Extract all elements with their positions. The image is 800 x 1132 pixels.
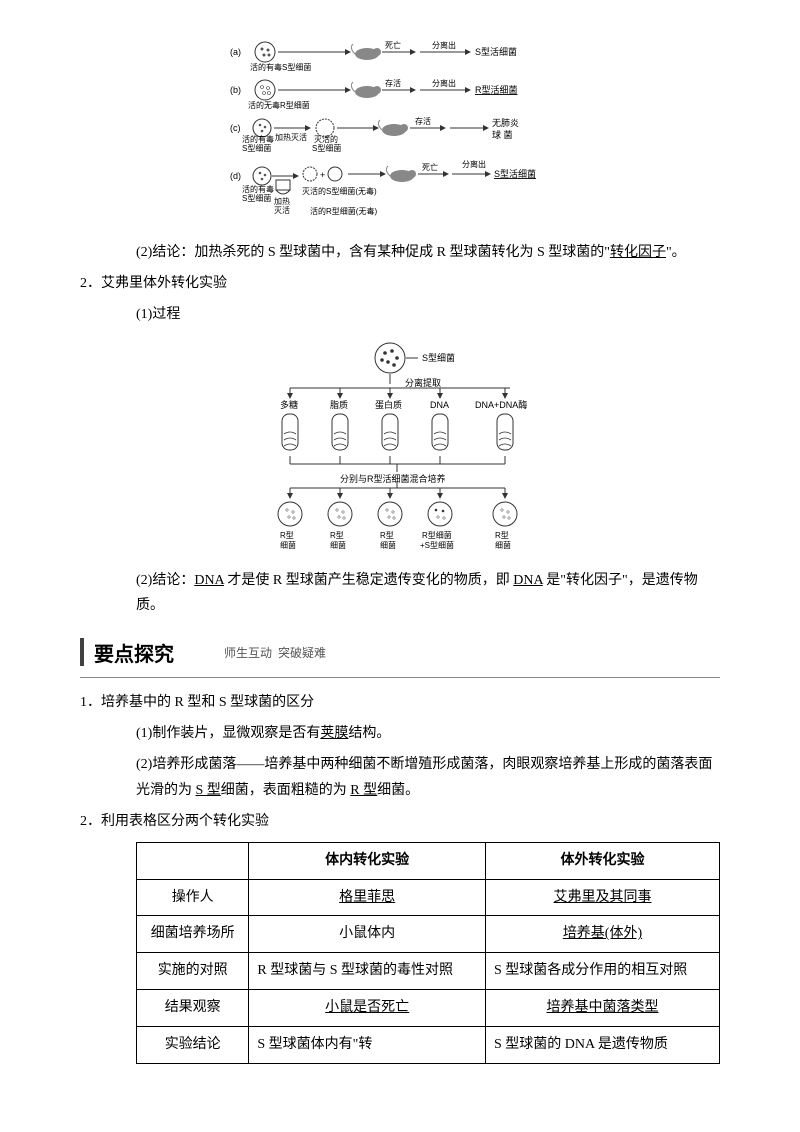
section-bar-icon xyxy=(80,638,84,666)
svg-text:S型活细菌: S型活细菌 xyxy=(475,46,517,57)
table-cell-in-vivo: 小鼠体内 xyxy=(249,916,486,953)
table-cell-key: 实验结论 xyxy=(137,1026,249,1063)
table-cell-key: 细菌培养场所 xyxy=(137,916,249,953)
table-cell-in-vitro: 艾弗里及其同事 xyxy=(485,879,719,916)
table-cell-key: 实施的对照 xyxy=(137,953,249,990)
svg-text:多糖: 多糖 xyxy=(280,399,298,410)
section-title: 要点探究 xyxy=(94,638,174,667)
svg-text:死亡: 死亡 xyxy=(385,40,401,50)
svg-text:分离出: 分离出 xyxy=(462,159,486,169)
table-row: 细菌培养场所小鼠体内培养基(体外) xyxy=(137,916,720,953)
table-header-cell xyxy=(137,842,249,879)
svg-text:活的有毒: 活的有毒 xyxy=(242,184,274,194)
svg-text:细菌: 细菌 xyxy=(280,540,296,550)
figure-in-vivo-experiment: (a) 活的有毒S型细菌 死亡 分离出 S型活细菌 (b) 活的无毒R型细菌 存… xyxy=(80,30,720,230)
svg-text:存活: 存活 xyxy=(385,78,401,88)
svg-text:加热: 加热 xyxy=(274,196,290,206)
svg-text:(d): (d) xyxy=(230,171,241,181)
svg-text:细菌: 细菌 xyxy=(495,540,511,550)
table-cell-in-vivo: 小鼠是否死亡 xyxy=(249,990,486,1027)
svg-text:+S型细菌: +S型细菌 xyxy=(420,540,454,550)
table-cell-key: 结果观察 xyxy=(137,990,249,1027)
table-cell-in-vivo: S 型球菌体内有"转 xyxy=(249,1026,486,1063)
svg-text:R型: R型 xyxy=(380,531,394,540)
conclusion-1: (2)结论：加热杀死的 S 型球菌中，含有某种促成 R 型球菌转化为 S 型球菌… xyxy=(136,240,720,265)
svg-text:活的R型细菌(无毒): 活的R型细菌(无毒) xyxy=(310,206,377,216)
svg-text:灭活: 灭活 xyxy=(274,205,290,215)
table-header-cell: 体内转化实验 xyxy=(249,842,486,879)
svg-text:R型: R型 xyxy=(280,531,294,540)
table-cell-in-vivo: R 型球菌与 S 型球菌的毒性对照 xyxy=(249,953,486,990)
list-1-a: (1)制作装片，显微观察是否有荚膜结构。 xyxy=(136,721,720,746)
svg-text:灭活的S型细菌(无毒): 灭活的S型细菌(无毒) xyxy=(302,186,377,196)
table-row: 实验结论S 型球菌体内有"转S 型球菌的 DNA 是遗传物质 xyxy=(137,1026,720,1063)
table-row: 操作人格里菲思艾弗里及其同事 xyxy=(137,879,720,916)
svg-text:S型细菌: S型细菌 xyxy=(312,143,341,153)
section-divider xyxy=(80,677,720,678)
svg-text:(b): (b) xyxy=(230,85,241,95)
svg-text:S型活细菌: S型活细菌 xyxy=(494,168,536,179)
table-cell-in-vitro: S 型球菌的 DNA 是遗传物质 xyxy=(485,1026,719,1063)
section-subtitle: 师生互动 突破疑难 xyxy=(224,644,326,661)
table-row: 结果观察小鼠是否死亡培养基中菌落类型 xyxy=(137,990,720,1027)
table-cell-in-vivo: 格里菲思 xyxy=(249,879,486,916)
table-row: 实施的对照R 型球菌与 S 型球菌的毒性对照S 型球菌各成分作用的相互对照 xyxy=(137,953,720,990)
list-2-title: 2．利用表格区分两个转化实验 xyxy=(80,809,720,834)
svg-text:活的无毒R型细菌: 活的无毒R型细菌 xyxy=(248,100,310,110)
svg-text:球 菌: 球 菌 xyxy=(492,129,513,140)
svg-text:分离提取: 分离提取 xyxy=(405,377,441,388)
table-cell-in-vitro: 培养基中菌落类型 xyxy=(485,990,719,1027)
svg-text:蛋白质: 蛋白质 xyxy=(375,399,402,410)
svg-text:DNA+DNA酶: DNA+DNA酶 xyxy=(475,399,527,410)
svg-text:无肺炎: 无肺炎 xyxy=(492,118,519,128)
table-header-cell: 体外转化实验 xyxy=(485,842,719,879)
table-cell-key: 操作人 xyxy=(137,879,249,916)
svg-text:存活: 存活 xyxy=(415,116,431,126)
svg-text:活的有毒S型细菌: 活的有毒S型细菌 xyxy=(250,62,311,72)
list-1-title: 1．培养基中的 R 型和 S 型球菌的区分 xyxy=(80,690,720,715)
comparison-table: 体内转化实验 体外转化实验 操作人格里菲思艾弗里及其同事细菌培养场所小鼠体内培养… xyxy=(136,842,720,1064)
svg-text:细菌: 细菌 xyxy=(380,540,396,550)
svg-text:DNA: DNA xyxy=(430,400,449,410)
item-2-sub1: (1)过程 xyxy=(136,302,720,327)
list-1-b: (2)培养形成菌落——培养基中两种细菌不断增殖形成菌落，肉眼观察培养基上形成的菌… xyxy=(136,752,720,802)
item-2-title: 2．艾弗里体外转化实验 xyxy=(80,271,720,296)
svg-text:(a): (a) xyxy=(230,47,241,57)
svg-text:R型: R型 xyxy=(495,531,509,540)
svg-text:R型活细菌: R型活细菌 xyxy=(475,84,518,95)
section-header: 要点探究 师生互动 突破疑难 xyxy=(80,638,720,667)
svg-text:+: + xyxy=(320,170,325,180)
svg-text:灭活的: 灭活的 xyxy=(314,134,338,144)
svg-text:(c): (c) xyxy=(230,123,241,133)
svg-text:分离出: 分离出 xyxy=(432,78,456,88)
svg-text:R型: R型 xyxy=(330,531,344,540)
svg-text:S型细菌: S型细菌 xyxy=(242,143,271,153)
svg-text:分别与R型活细菌混合培养: 分别与R型活细菌混合培养 xyxy=(340,473,446,484)
svg-text:加热灭活: 加热灭活 xyxy=(275,132,307,142)
svg-text:脂质: 脂质 xyxy=(330,399,348,410)
svg-text:活的有毒: 活的有毒 xyxy=(242,134,274,144)
table-cell-in-vitro: S 型球菌各成分作用的相互对照 xyxy=(485,953,719,990)
svg-text:死亡: 死亡 xyxy=(422,162,438,172)
svg-text:S型细菌: S型细菌 xyxy=(422,352,455,363)
svg-text:分离出: 分离出 xyxy=(432,40,456,50)
svg-text:S型细菌: S型细菌 xyxy=(242,193,271,203)
document-page: (a) 活的有毒S型细菌 死亡 分离出 S型活细菌 (b) 活的无毒R型细菌 存… xyxy=(0,0,800,1112)
svg-text:细菌: 细菌 xyxy=(330,540,346,550)
conclusion-2: (2)结论：DNA 才是使 R 型球菌产生稳定遗传变化的物质，即 DNA 是"转… xyxy=(136,568,720,618)
figure-in-vitro-experiment: S型细菌 分离提取 多糖 脂质 蛋白质 DNA DNA+DNA酶 xyxy=(80,338,720,558)
table-cell-in-vitro: 培养基(体外) xyxy=(485,916,719,953)
table-header-row: 体内转化实验 体外转化实验 xyxy=(137,842,720,879)
svg-text:R型细菌: R型细菌 xyxy=(422,530,452,540)
